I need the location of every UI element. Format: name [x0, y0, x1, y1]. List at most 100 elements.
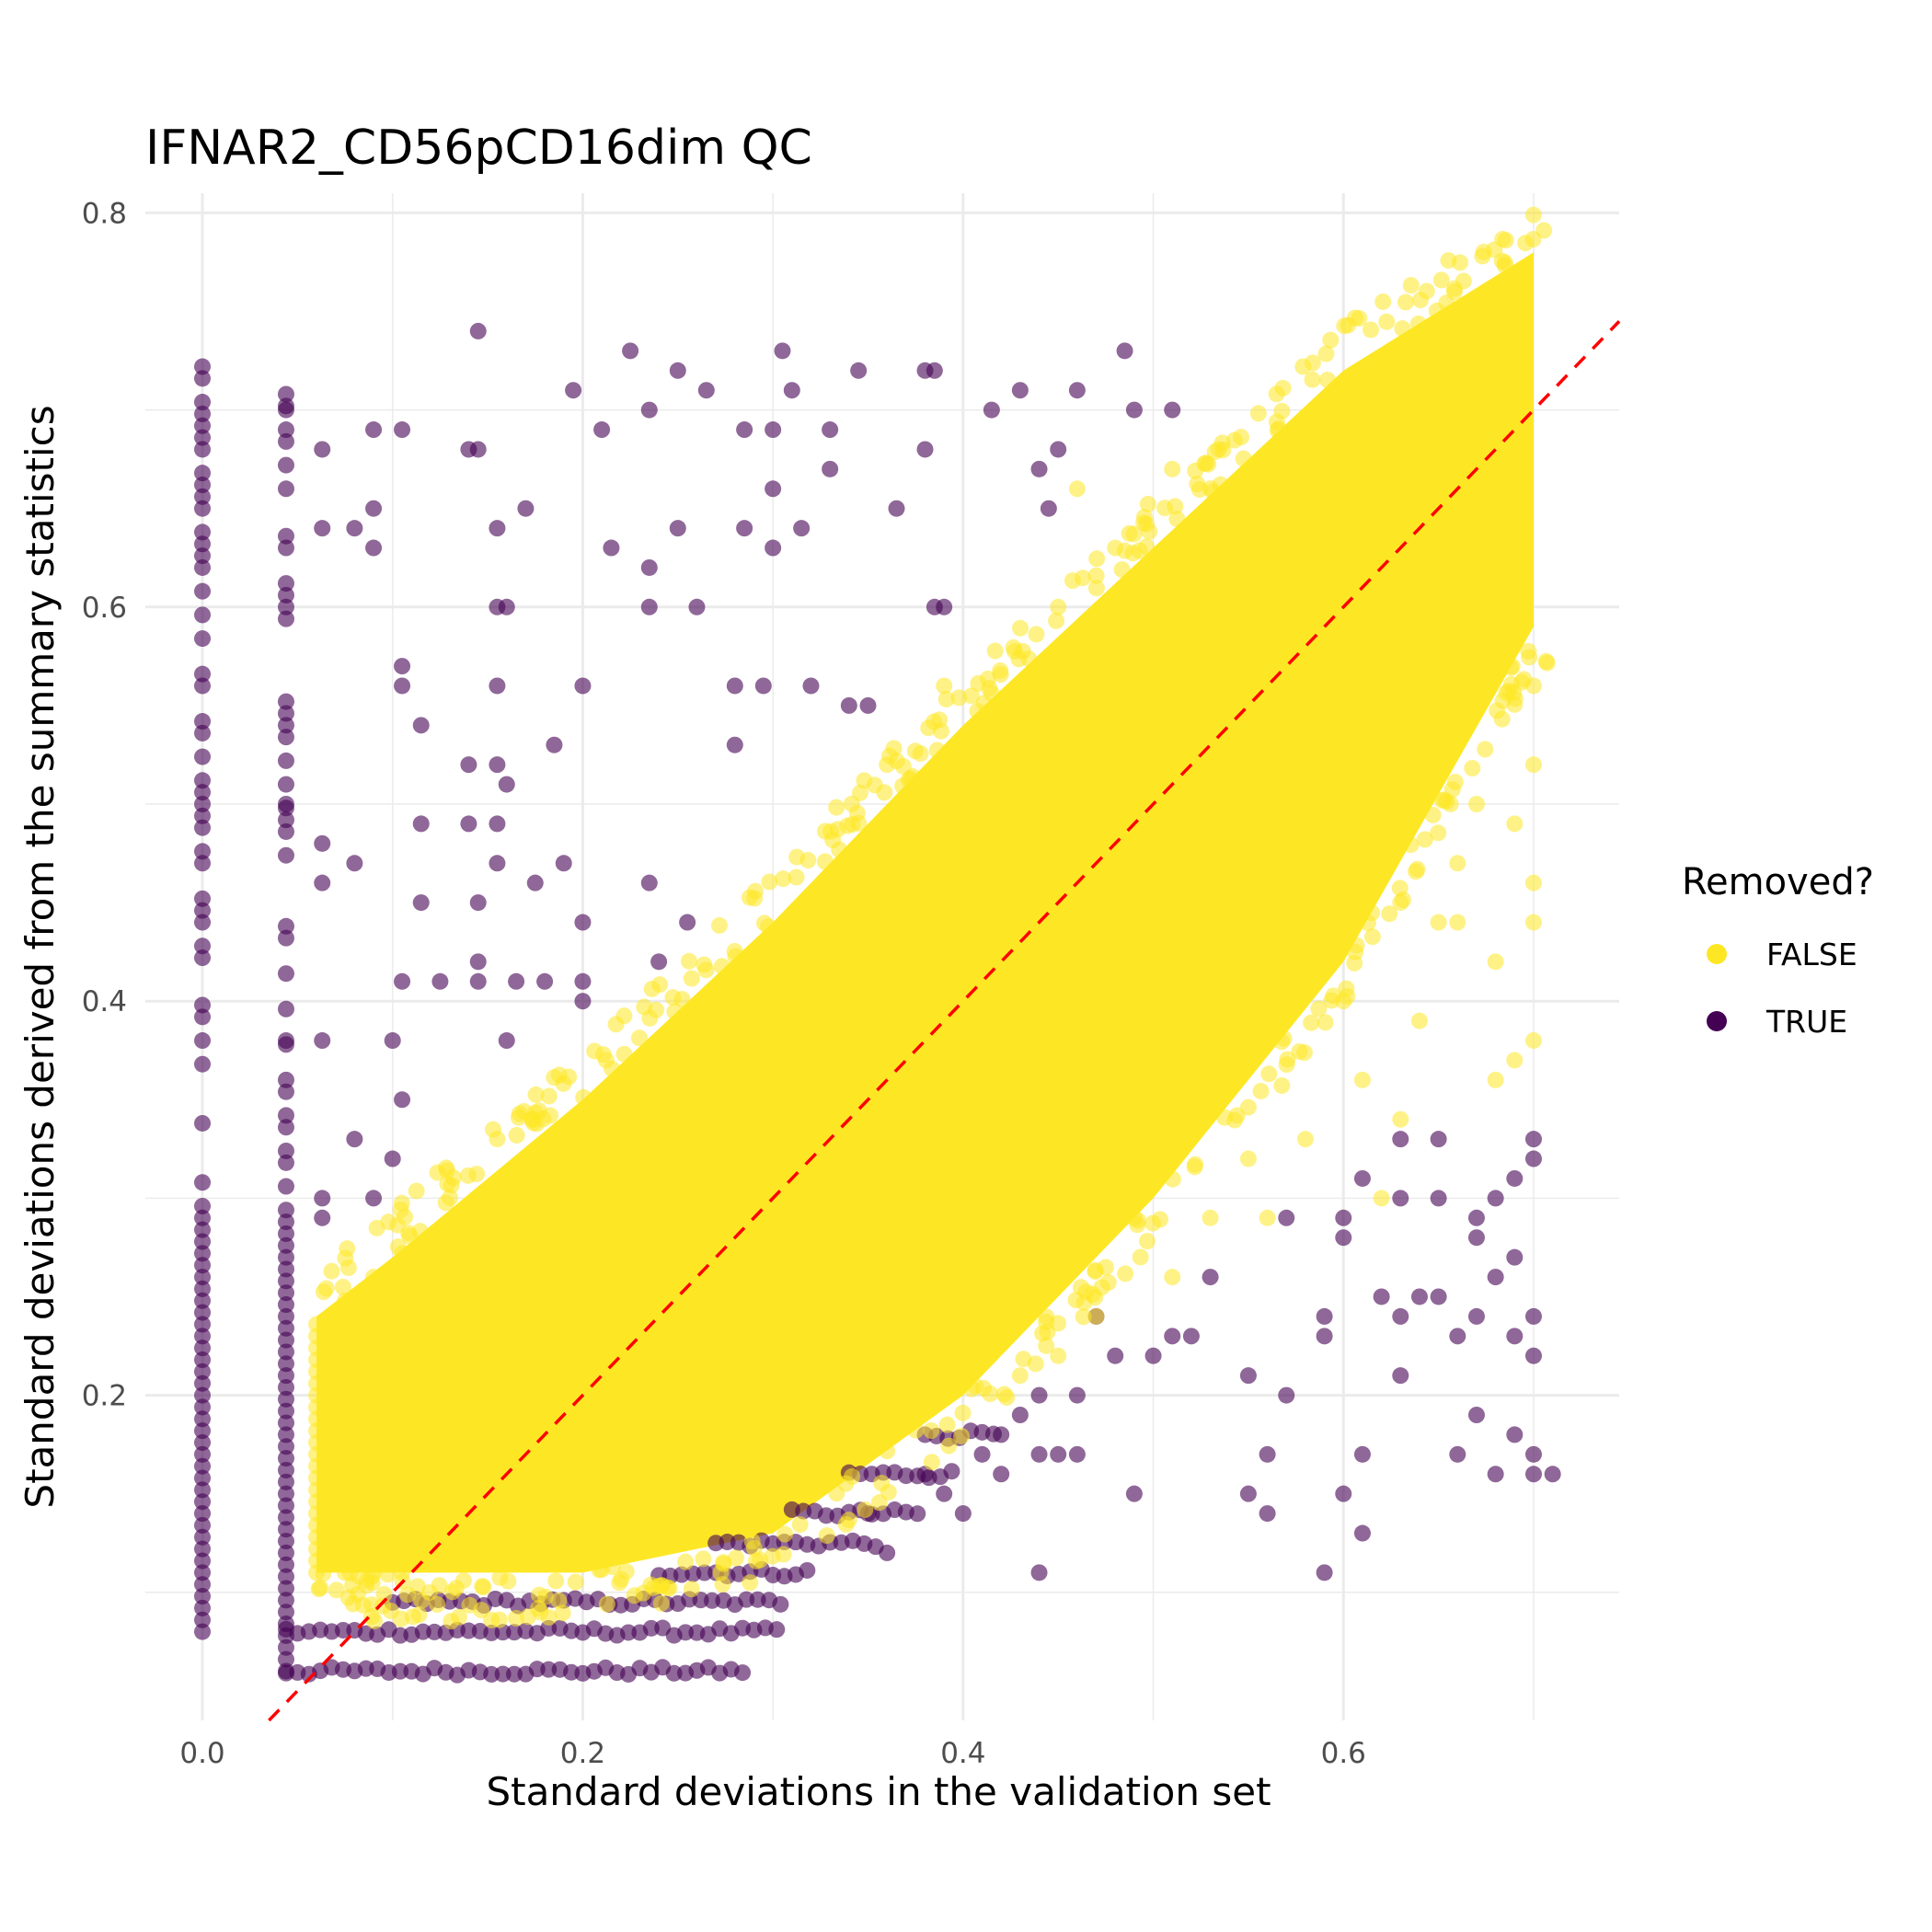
true-point	[859, 696, 877, 714]
false-point	[308, 1433, 326, 1451]
true-point	[1050, 1445, 1067, 1463]
true-point	[194, 819, 212, 836]
true-point	[194, 1292, 212, 1309]
true-point	[1392, 1190, 1409, 1207]
false-point	[365, 1469, 383, 1487]
false-point	[1048, 612, 1065, 629]
true-point	[993, 1426, 1010, 1443]
true-point	[277, 965, 294, 983]
false-point	[408, 1182, 425, 1200]
false-point	[1474, 247, 1491, 265]
true-point	[431, 972, 449, 990]
false-point	[365, 1280, 383, 1297]
false-point	[500, 1572, 517, 1590]
true-point	[194, 713, 212, 730]
true-point	[277, 1367, 294, 1385]
true-point	[277, 1473, 294, 1490]
false-point	[337, 1410, 354, 1428]
false-point	[394, 1433, 411, 1451]
false-point	[358, 1577, 375, 1594]
false-point	[683, 970, 700, 987]
true-point	[194, 370, 212, 387]
true-point	[1487, 1190, 1504, 1207]
false-point	[323, 1262, 340, 1280]
true-point	[489, 756, 506, 774]
true-point	[936, 1485, 953, 1502]
false-point	[1252, 1082, 1270, 1099]
true-point	[508, 972, 525, 990]
true-point	[194, 1245, 212, 1262]
false-point	[337, 1540, 354, 1558]
true-point	[498, 598, 515, 615]
false-point	[1259, 1209, 1276, 1226]
true-point	[277, 432, 294, 450]
false-point	[1378, 313, 1396, 330]
false-point	[397, 1208, 414, 1225]
true-point	[277, 1544, 294, 1561]
true-point	[277, 598, 294, 615]
x-axis-ticks: 0.0 0.2 0.4 0.6	[179, 1737, 1366, 1770]
false-point	[337, 1351, 354, 1369]
false-point	[1087, 580, 1105, 597]
false-point	[715, 1554, 732, 1571]
legend-key-false	[1707, 944, 1727, 964]
false-point	[591, 1561, 608, 1579]
false-point	[857, 1501, 874, 1518]
false-point	[439, 1175, 456, 1192]
true-point	[1011, 382, 1029, 399]
true-point	[194, 1528, 212, 1546]
false-point	[308, 1552, 326, 1570]
false-point	[1524, 206, 1542, 224]
false-point	[337, 1493, 354, 1511]
false-point	[923, 1454, 940, 1471]
true-point	[703, 1592, 720, 1609]
true-point	[277, 1119, 294, 1136]
true-point	[1107, 1347, 1124, 1364]
false-point	[379, 1566, 397, 1583]
false-point	[586, 1042, 604, 1060]
false-point	[764, 1547, 781, 1565]
true-point	[277, 456, 294, 474]
true-point	[734, 1664, 752, 1682]
true-point	[277, 1260, 294, 1278]
true-point	[1030, 1386, 1048, 1404]
true-point	[736, 520, 753, 537]
false-point	[1346, 954, 1363, 972]
true-point	[1449, 1445, 1466, 1463]
false-point	[337, 1363, 354, 1380]
true-point	[620, 1624, 638, 1641]
false-point	[1164, 460, 1181, 477]
true-point	[277, 1343, 294, 1361]
true-point	[1335, 1209, 1352, 1226]
true-point	[765, 539, 782, 557]
true-point	[1506, 1328, 1524, 1345]
false-point	[1336, 317, 1353, 335]
false-point	[308, 1516, 326, 1534]
false-point	[365, 1386, 383, 1404]
false-point	[337, 1564, 354, 1581]
false-point	[365, 1457, 383, 1475]
false-point	[550, 1592, 568, 1609]
false-point	[365, 1493, 383, 1511]
false-point	[394, 1304, 411, 1321]
false-point	[995, 1386, 1013, 1403]
false-point	[933, 722, 950, 740]
true-point	[277, 776, 294, 793]
y-axis-title: Standard deviations derived from the sum…	[17, 405, 63, 1508]
false-point	[475, 1579, 492, 1596]
true-point	[346, 520, 363, 537]
true-point	[314, 520, 331, 537]
false-point	[365, 1433, 383, 1451]
true-point	[983, 401, 1000, 419]
false-point	[904, 768, 922, 786]
true-point	[194, 748, 212, 765]
false-point	[1449, 914, 1466, 931]
false-point	[394, 1316, 411, 1333]
false-point	[1487, 1071, 1504, 1088]
true-point	[277, 421, 294, 439]
false-point	[818, 1527, 835, 1545]
true-point	[574, 677, 592, 695]
false-point	[1273, 402, 1291, 420]
true-point	[1164, 1328, 1181, 1345]
